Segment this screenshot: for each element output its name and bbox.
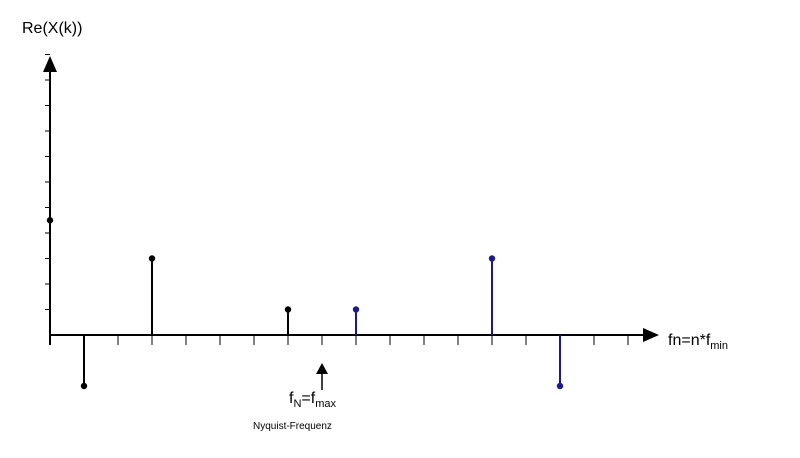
stem-point <box>46 217 54 224</box>
x-axis-label-sub: min <box>710 340 728 353</box>
nyquist-label-equals: =f <box>301 390 316 407</box>
nyquist-note: Nyquist-Frequenz <box>253 421 332 432</box>
nyquist-label: fN=fmax <box>289 390 336 410</box>
nyquist-arrow-head <box>316 363 328 374</box>
stem-point <box>80 382 88 390</box>
stem-point <box>284 306 292 313</box>
axis-ticks <box>45 54 629 345</box>
nyquist-label-sub-n: N <box>293 398 302 411</box>
nyquist-marker <box>316 363 328 390</box>
axes <box>43 56 659 345</box>
stem-point <box>352 306 360 313</box>
y-axis-label: Re(X(k)) <box>22 20 83 37</box>
x-axis-arrow <box>643 328 659 342</box>
stems <box>46 217 564 390</box>
nyquist-label-f: f <box>289 390 294 407</box>
y-axis-arrow <box>43 56 57 72</box>
x-axis-label: fn=n*fmin <box>668 332 728 352</box>
x-axis-label-main: fn=n*f <box>668 332 711 349</box>
stem-point <box>488 255 496 262</box>
stem-point <box>556 382 564 390</box>
stem-point <box>148 255 156 262</box>
nyquist-label-sub-max: max <box>315 398 336 411</box>
